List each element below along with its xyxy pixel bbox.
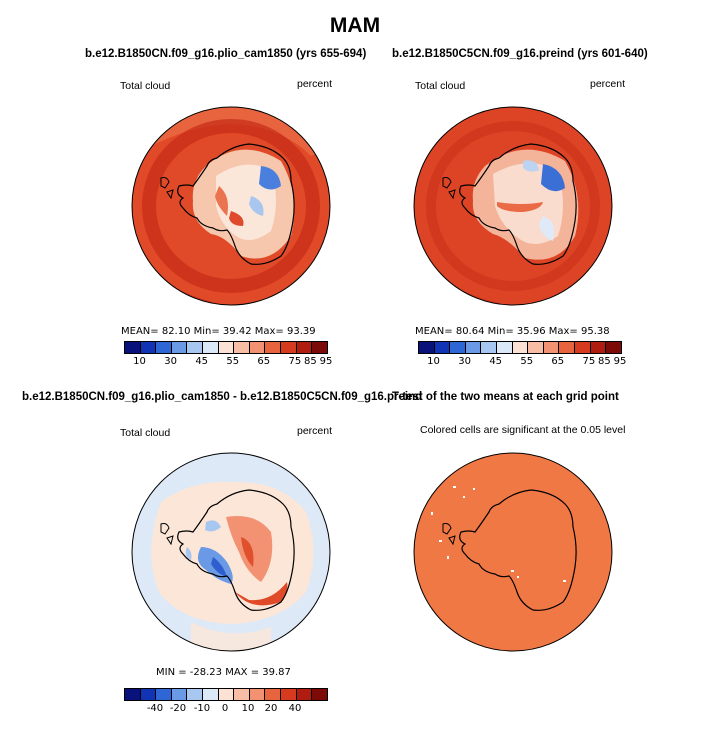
panel2-cbar-swatch	[512, 342, 529, 353]
panel1-cbar-swatch	[296, 342, 313, 353]
panel2-cbar-swatch	[528, 342, 544, 353]
panel3-cbar-swatch	[125, 689, 141, 700]
panel2-map	[413, 106, 613, 306]
panel3-map	[131, 452, 331, 652]
panel1-tick-label: 65	[257, 356, 271, 367]
panel3-tick-label: 0	[221, 703, 229, 714]
panel2-cbar-swatch	[434, 342, 451, 353]
panel1-cbar-swatch	[312, 342, 327, 353]
panel1-cbar-swatch	[249, 342, 266, 353]
panel2-cbar-swatch	[419, 342, 435, 353]
panel3-tick-label: -20	[169, 703, 187, 714]
panel3-tick-label: 40	[288, 703, 302, 714]
panel3-cbar-swatch	[312, 689, 327, 700]
panel1-cbar-swatch	[171, 342, 188, 353]
panel3-cbar-swatch	[265, 689, 282, 700]
panel1-tick-label: 85	[304, 356, 317, 367]
panel2-cbar-swatch	[590, 342, 607, 353]
panel1-cbar-swatch	[265, 342, 282, 353]
panel3-cbar-swatch	[140, 689, 157, 700]
panel1-tick-label: 10	[133, 356, 146, 367]
panel2-tick-label: 45	[489, 356, 503, 367]
panel1-colorbar	[124, 341, 328, 354]
panel1-stats: MEAN= 82.10 Min= 39.42 Max= 93.39	[121, 326, 316, 337]
panel1-cbar-swatch	[187, 342, 204, 353]
panel1-cbar-swatch	[140, 342, 157, 353]
panel3-units-label: percent	[297, 425, 333, 437]
panel3-cbar-swatch	[203, 689, 219, 700]
panel2-cbar-swatch	[543, 342, 560, 353]
panel3-tick-label: 10	[241, 703, 255, 714]
panel3-cbar-swatch	[296, 689, 313, 700]
panel1-cbar-swatch	[125, 342, 141, 353]
panel2-tick-label: 10	[427, 356, 440, 367]
panel4-map	[413, 452, 613, 652]
panel2-tick-label: 30	[458, 356, 471, 367]
panel1-tick-label: 30	[164, 356, 177, 367]
panel1-left-label: Total cloud	[120, 80, 171, 92]
panel1-map	[131, 106, 331, 306]
panel3-colorbar	[124, 688, 328, 701]
panel4-subtitle: Colored cells are significant at the 0.0…	[420, 424, 626, 436]
panel2-tick-label: 55	[520, 356, 534, 367]
panel3-tick-label: -10	[193, 703, 211, 714]
panel1-cbar-swatch	[234, 342, 250, 353]
panel2-title: b.e12.B1850C5CN.f09_g16.preind (yrs 601-…	[392, 48, 648, 60]
panel2-cbar-swatch	[606, 342, 621, 353]
panel1-tick-label: 75	[288, 356, 302, 367]
panel1-tick-label: 95	[319, 356, 333, 367]
panel3-cbar-swatch	[249, 689, 266, 700]
panel1-title: b.e12.B1850CN.f09_g16.plio_cam1850 (yrs …	[85, 48, 367, 60]
panel4-title: T-test of the two means at each grid poi…	[392, 391, 619, 403]
panel3-cbar-swatch	[281, 689, 297, 700]
panel2-cbar-swatch	[559, 342, 576, 353]
panel3-title: b.e12.B1850CN.f09_g16.plio_cam1850 - b.e…	[22, 391, 423, 403]
panel3-cbar-swatch	[156, 689, 172, 700]
panel3-stats: MIN = -28.23 MAX = 39.87	[156, 667, 291, 678]
panel2-tick-label: 85	[598, 356, 611, 367]
panel2-units-label: percent	[590, 78, 626, 90]
panel1-colorbar-ticks: 10 30 45 55 65 75 85 95	[124, 356, 332, 368]
figure-title: MAM	[329, 14, 381, 37]
panel2-left-label: Total cloud	[415, 80, 466, 92]
panel1-tick-label: 45	[195, 356, 209, 367]
panel2-cbar-swatch	[450, 342, 466, 353]
panel2-colorbar-ticks: 10 30 45 55 65 75 85 95	[418, 356, 626, 368]
panel2-cbar-swatch	[575, 342, 591, 353]
panel3-cbar-swatch	[171, 689, 188, 700]
panel1-units-label: percent	[297, 78, 333, 90]
panel3-cbar-swatch	[187, 689, 204, 700]
panel2-tick-label: 65	[551, 356, 565, 367]
panel3-tick-label: 20	[264, 703, 278, 714]
panel2-cbar-swatch	[481, 342, 498, 353]
panel1-cbar-swatch	[156, 342, 172, 353]
panel3-left-label: Total cloud	[120, 427, 171, 439]
panel2-colorbar	[418, 341, 622, 354]
panel2-cbar-swatch	[465, 342, 482, 353]
panel1-cbar-swatch	[281, 342, 297, 353]
panel2-cbar-swatch	[497, 342, 513, 353]
panel1-cbar-swatch	[218, 342, 235, 353]
panel2-stats: MEAN= 80.64 Min= 35.96 Max= 95.38	[415, 326, 610, 337]
panel2-tick-label: 75	[582, 356, 596, 367]
panel3-tick-label: -40	[146, 703, 164, 714]
panel1-tick-label: 55	[226, 356, 240, 367]
panel2-tick-label: 95	[613, 356, 627, 367]
panel1-cbar-swatch	[203, 342, 219, 353]
panel3-cbar-swatch	[234, 689, 250, 700]
panel3-colorbar-ticks: -40 -20 -10 0 10 20 40	[124, 703, 326, 715]
panel3-cbar-swatch	[218, 689, 235, 700]
